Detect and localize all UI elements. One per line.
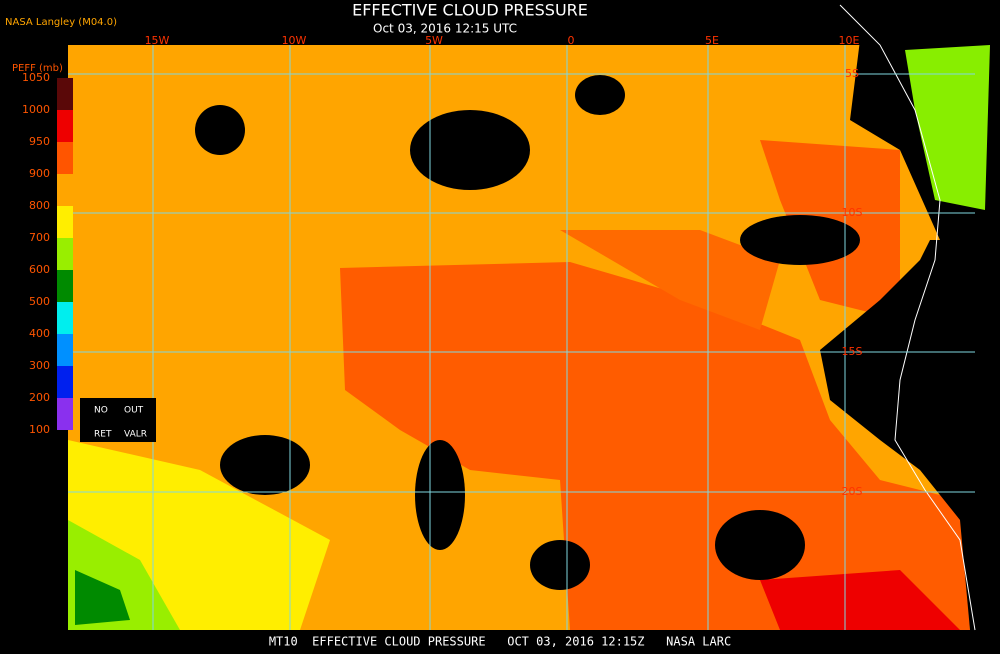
longitude-label: 5E [705,34,719,47]
clear-sky [415,440,465,550]
flag-label: VALR [124,430,147,440]
cloud-field [68,4,990,631]
latitude-label: 20S [842,485,863,498]
colorbar-swatch [57,142,73,174]
title: EFFECTIVE CLOUD PRESSURE [352,1,588,20]
cloud-region [560,230,780,330]
land [820,240,990,630]
cloud-region [905,45,990,210]
colorbar-swatch [57,206,73,238]
colorbar-swatch [57,270,73,302]
flag-label: OUT [124,406,144,416]
longitude-label: 10W [282,34,307,47]
cloud-region [760,570,960,630]
clear-sky [530,540,590,590]
longitude-label: 5W [425,34,443,47]
longitude-label: 15W [145,34,170,47]
graticule: 15W 10W 5W 0 5E 10E 5S 10S 15S 20S [68,34,975,630]
colorbar-tick-label: 200 [29,391,50,404]
colorbar-tick-label: 1000 [22,103,50,116]
subtitle: Oct 03, 2016 12:15 UTC [373,22,517,36]
colorbar-tick-label: 300 [29,359,50,372]
colorbar-tick-label: 950 [29,135,50,148]
cloud-region [340,262,970,630]
colorbar-tick-label: 800 [29,199,50,212]
colorbar-swatch [57,174,73,206]
flag-box [80,398,156,442]
clear-sky [740,215,860,265]
footer: MT10 EFFECTIVE CLOUD PRESSURE OCT 03, 20… [269,635,731,649]
longitude-label: 10E [839,34,860,47]
colorbar-swatch [57,302,73,334]
longitude-label: 0 [568,34,575,47]
flag-label: NO [94,406,108,416]
colorbar-swatch [57,78,73,110]
clear-sky [220,435,310,495]
colorbar-tick-label: 700 [29,231,50,244]
colorbar-tick-label: 400 [29,327,50,340]
colorbar-label: PEFF (mb) [12,63,63,74]
colorbar-tick-label: 100 [29,423,50,436]
colorbar-tick-label: 900 [29,167,50,180]
clear-sky [195,105,245,155]
coastline [839,4,976,631]
colorbar: 1050 1000 950 900 800 700 600 500 400 300 200 100 [22,71,73,436]
flag-label: RET [94,430,112,440]
colorbar-swatch [57,366,73,398]
latitude-label: 15S [842,345,863,358]
colorbar-tick-label: 600 [29,263,50,276]
clear-sky [410,110,530,190]
colorbar-tick-label: 500 [29,295,50,308]
latitude-label: 5S [845,67,859,80]
latitude-label: 10S [842,206,863,219]
cloud-region [75,570,130,625]
colorbar-swatch [57,110,73,142]
colorbar-tick-label: 1050 [22,71,50,84]
clear-sky [715,510,805,580]
colorbar-swatch [57,238,73,270]
colorbar-swatch [57,398,73,430]
clear-sky [575,75,625,115]
colorbar-swatch [57,334,73,366]
source: NASA Langley (M04.0) [5,17,117,28]
